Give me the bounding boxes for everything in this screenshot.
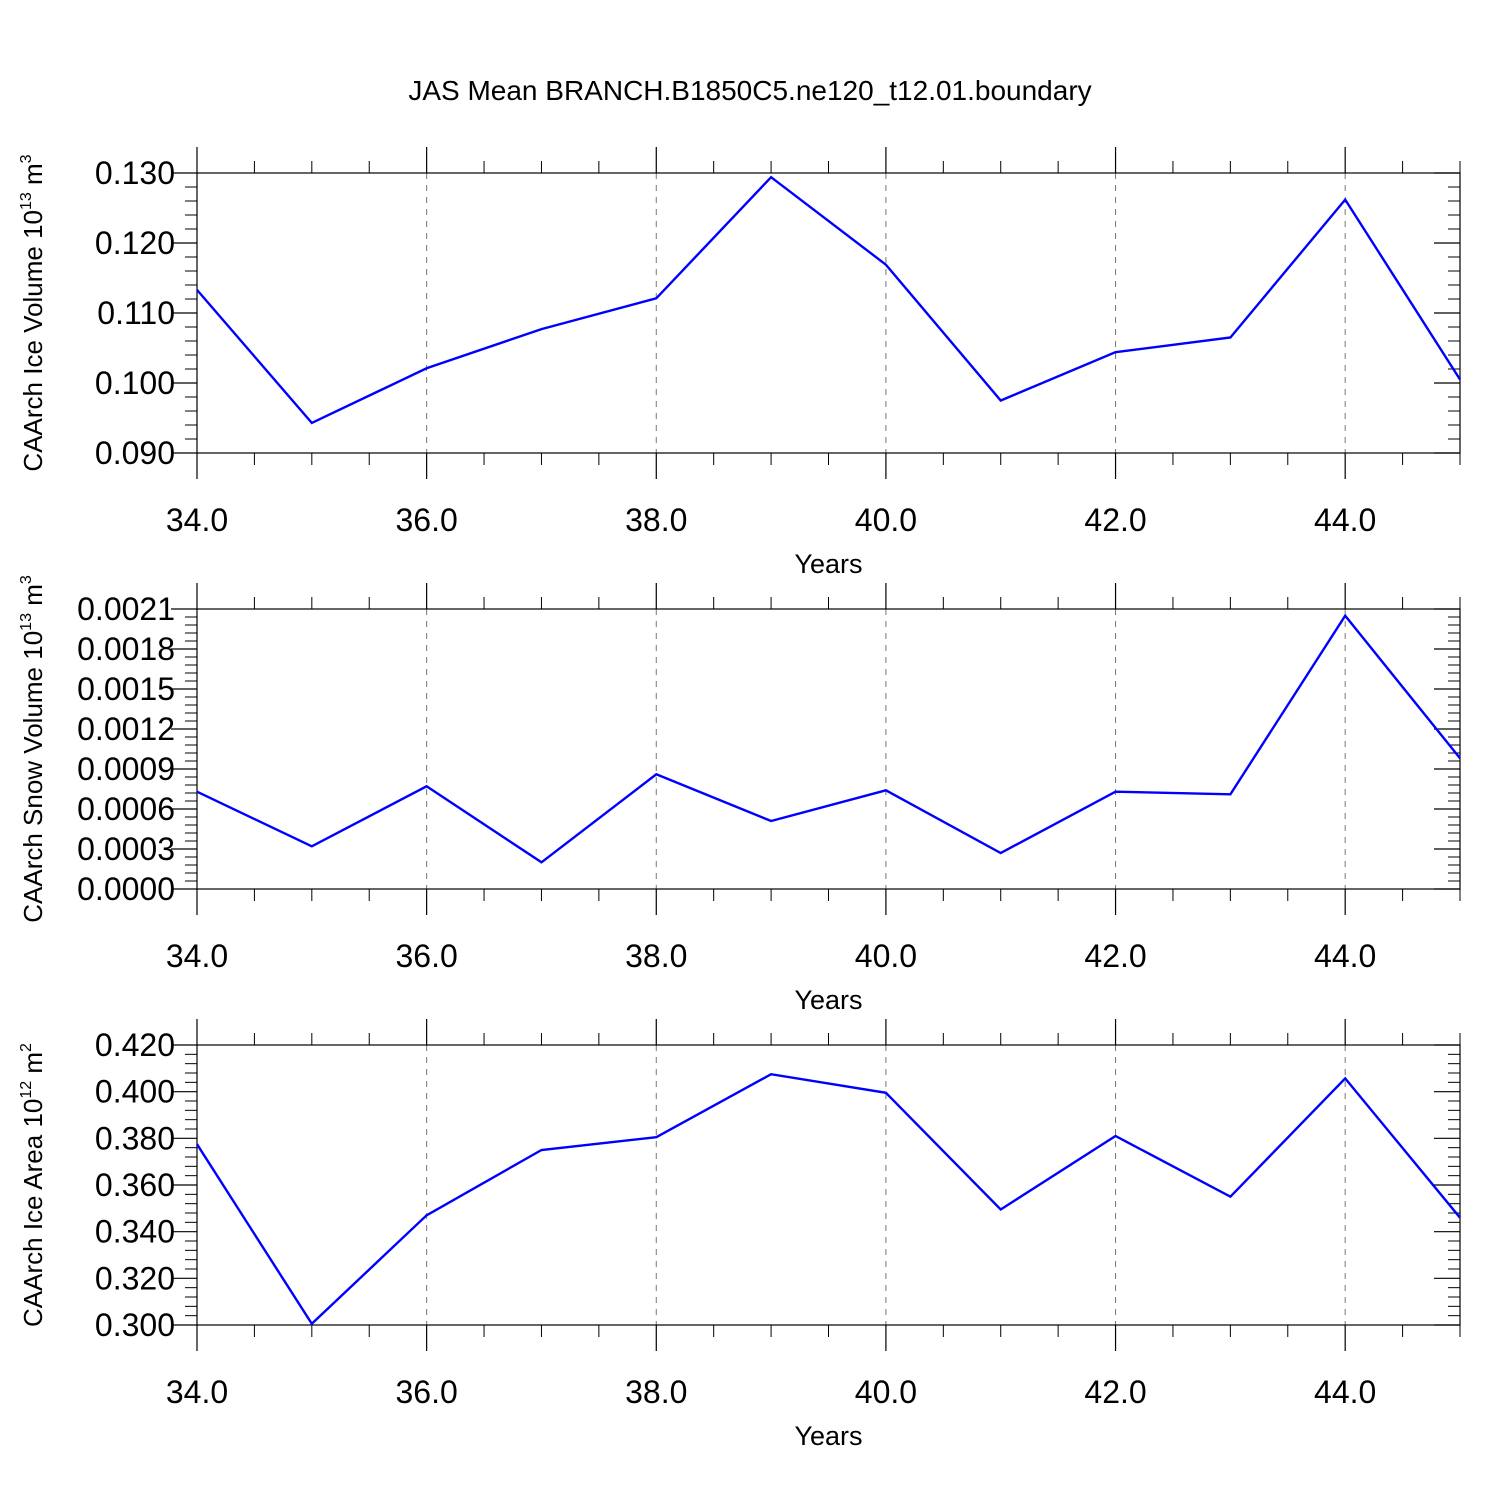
y-tick-label: 0.0009 xyxy=(77,751,175,787)
x-tick-label: 34.0 xyxy=(166,502,228,538)
x-tick-label: 34.0 xyxy=(166,1374,228,1410)
y-tick-label: 0.0021 xyxy=(77,591,175,627)
x-tick-label: 38.0 xyxy=(625,502,687,538)
y-tick-label: 0.300 xyxy=(95,1307,175,1343)
x-tick-label: 44.0 xyxy=(1314,502,1376,538)
y-axis-label: CAArch Ice Area 1012 m2 xyxy=(18,1043,48,1327)
plot-frame xyxy=(196,608,1461,890)
y-tick-label: 0.0006 xyxy=(77,791,175,827)
x-tick-label: 42.0 xyxy=(1084,938,1146,974)
y-axis-label: CAArch Snow Volume 1013 m3 xyxy=(18,575,48,923)
x-tick-label: 40.0 xyxy=(855,938,917,974)
y-tick-label: 0.400 xyxy=(95,1074,175,1110)
panel-2: 34.0 36.0 38.0 40.0 42.0 44.0 0.0000 0.0003 0.00… xyxy=(18,575,1461,1015)
x-tick-label: 44.0 xyxy=(1314,938,1376,974)
x-axis-label: Years xyxy=(794,549,862,579)
x-tick-label: 36.0 xyxy=(395,502,457,538)
x-tick-label: 40.0 xyxy=(855,502,917,538)
panel-1: 34.0 36.0 38.0 40.0 42.0 44.0 0.090 0.100 0.110 0… xyxy=(18,147,1462,579)
plot-frame xyxy=(196,1044,1461,1326)
y-tick-label: 0.0012 xyxy=(77,711,175,747)
y-tick-label: 0.0003 xyxy=(77,831,175,867)
x-tick-label: 38.0 xyxy=(625,938,687,974)
y-tick-label: 0.320 xyxy=(95,1260,175,1296)
series-line xyxy=(196,613,1461,864)
series-line xyxy=(195,1072,1461,1326)
x-tick-label: 36.0 xyxy=(395,1374,457,1410)
x-tick-label: 44.0 xyxy=(1314,1374,1376,1410)
plot-frame xyxy=(196,172,1461,454)
y-tick-label: 0.090 xyxy=(95,435,175,471)
y-tick-label: 0.110 xyxy=(97,295,175,331)
y-tick-label: 0.0015 xyxy=(77,671,175,707)
figure-title: JAS Mean BRANCH.B1850C5.ne120_t12.01.bou… xyxy=(408,75,1091,106)
y-tick-label: 0.420 xyxy=(95,1027,175,1063)
x-tick-label: 42.0 xyxy=(1084,502,1146,538)
y-tick-label: 0.120 xyxy=(95,225,175,261)
x-tick-label: 34.0 xyxy=(166,938,228,974)
x-tick-label: 42.0 xyxy=(1084,1374,1146,1410)
y-tick-label: 0.360 xyxy=(95,1167,175,1203)
x-tick-label: 40.0 xyxy=(855,1374,917,1410)
series-line xyxy=(196,175,1462,425)
y-tick-label: 0.380 xyxy=(95,1120,175,1156)
x-axis-label: Years xyxy=(794,985,862,1015)
y-tick-label: 0.130 xyxy=(95,155,175,191)
x-axis-label: Years xyxy=(794,1421,862,1451)
y-axis-label: CAArch Ice Volume 1013 m3 xyxy=(18,154,48,471)
y-tick-label: 0.0018 xyxy=(77,631,175,667)
x-tick-label: 36.0 xyxy=(395,938,457,974)
y-tick-label: 0.340 xyxy=(95,1214,175,1250)
y-tick-label: 0.0000 xyxy=(77,871,175,907)
y-tick-label: 0.100 xyxy=(95,365,175,401)
panel-3: 34.0 36.0 38.0 40.0 42.0 44.0 0.300 0.320 0.340 0… xyxy=(18,1019,1461,1451)
x-tick-label: 38.0 xyxy=(625,1374,687,1410)
